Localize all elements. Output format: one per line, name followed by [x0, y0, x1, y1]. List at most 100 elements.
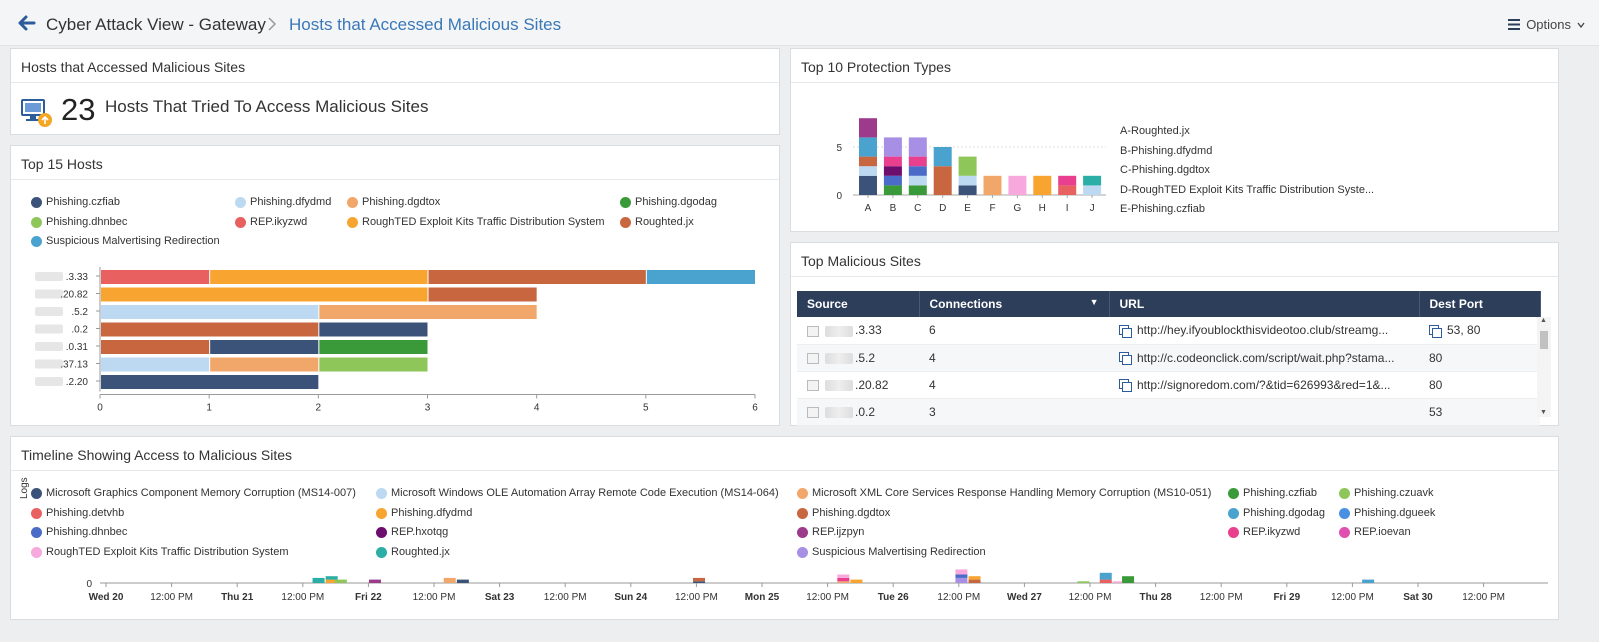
legend-item[interactable]: Roughted.jx: [620, 216, 694, 228]
timeline-bar-segment[interactable]: [850, 579, 863, 583]
bar-segment[interactable]: [319, 305, 537, 319]
url-text[interactable]: http://signoredom.com/?&tid=626993&red=1…: [1137, 377, 1391, 392]
timeline-bar-segment[interactable]: [955, 574, 968, 578]
legend-item[interactable]: Phishing.dfydmd: [235, 196, 331, 208]
bar-segment[interactable]: [101, 357, 210, 372]
legend-item[interactable]: REP.ikyzwd: [235, 216, 307, 228]
legend-item[interactable]: Phishing.detvhb: [31, 507, 124, 519]
bar-segment[interactable]: [646, 270, 755, 284]
legend-item[interactable]: Microsoft XML Core Services Response Han…: [797, 487, 1211, 499]
legend-item[interactable]: Phishing.dgodag: [620, 196, 717, 208]
legend-item[interactable]: REP.ioevan: [1339, 526, 1411, 538]
protection-legend-item[interactable]: D-RoughTED Exploit Kits Traffic Distribu…: [1120, 183, 1375, 196]
column-segment[interactable]: [958, 185, 977, 195]
column-header-dest-port[interactable]: Dest Port: [1419, 291, 1541, 317]
timeline-bar-segment[interactable]: [1099, 579, 1112, 583]
column-segment[interactable]: [859, 118, 877, 138]
breadcrumb-cyber-attack-view[interactable]: Cyber Attack View - Gateway: [46, 15, 266, 34]
column-segment[interactable]: [933, 147, 952, 167]
legend-item[interactable]: Phishing.czfiab: [31, 196, 120, 208]
copy-icon[interactable]: [1119, 352, 1132, 366]
table-scrollbar[interactable]: ▲ ▼: [1537, 317, 1551, 417]
url-text[interactable]: http://c.codeonclick.com/script/wait.php…: [1137, 350, 1395, 365]
timeline-bar-segment[interactable]: [325, 576, 338, 580]
legend-item[interactable]: Phishing.czuavk: [1339, 487, 1434, 499]
legend-item[interactable]: REP.ikyzwd: [1228, 526, 1300, 538]
scroll-down-arrow-icon[interactable]: ▼: [1540, 409, 1547, 416]
protection-legend-item[interactable]: A-Roughted.jx: [1120, 125, 1190, 137]
url-text[interactable]: http://hey.ifyoublockthisvideotoo.club/s…: [1137, 323, 1389, 338]
column-segment[interactable]: [908, 175, 927, 186]
legend-item[interactable]: Roughted.jx: [376, 546, 450, 558]
table-row[interactable]: .0.2 3 53: [797, 398, 1540, 426]
timeline-bar-segment[interactable]: [368, 579, 381, 583]
legend-item[interactable]: Phishing.dfydmd: [376, 507, 472, 519]
table-row[interactable]: .5.2 4 http://c.codeonclick.com/script/wai…: [797, 344, 1540, 372]
protection-legend-item[interactable]: B-Phishing.dfydmd: [1120, 144, 1213, 157]
timeline-bar-segment[interactable]: [837, 574, 850, 578]
back-arrow-icon[interactable]: [16, 13, 36, 33]
column-header-url[interactable]: URL: [1109, 291, 1420, 317]
bar-segment[interactable]: [101, 270, 210, 284]
timeline-bar-segment[interactable]: [312, 577, 325, 583]
column-segment[interactable]: [908, 137, 927, 157]
url-cell[interactable]: http://hey.ifyoublockthisvideotoo.club/s…: [1109, 317, 1419, 345]
legend-item[interactable]: REP.ijzpyn: [797, 526, 864, 538]
legend-item[interactable]: Suspicious Malvertising Redirection: [797, 546, 986, 558]
legend-item[interactable]: Phishing.czfiab: [1228, 487, 1317, 499]
protection-legend-item[interactable]: E-Phishing.czfiab: [1120, 203, 1205, 215]
timeline-bar-segment[interactable]: [955, 569, 968, 575]
column-header-connections[interactable]: Connections ▼: [919, 291, 1110, 317]
bar-segment[interactable]: [210, 357, 319, 372]
bar-segment[interactable]: [210, 270, 428, 284]
column-segment[interactable]: [908, 185, 927, 195]
legend-item[interactable]: Phishing.dhnbec: [31, 216, 127, 228]
timeline-bar-segment[interactable]: [955, 577, 968, 583]
column-segment[interactable]: [859, 137, 877, 157]
legend-item[interactable]: RoughTED Exploit Kits Traffic Distributi…: [31, 546, 289, 558]
url-cell[interactable]: http://c.codeonclick.com/script/wait.php…: [1109, 344, 1419, 372]
legend-item[interactable]: Phishing.dgueek: [1339, 507, 1435, 519]
bar-segment[interactable]: [319, 357, 428, 372]
bar-segment[interactable]: [101, 305, 319, 319]
bar-segment[interactable]: [101, 340, 210, 354]
protection-legend-item[interactable]: C-Phishing.dgdtox: [1120, 164, 1210, 176]
column-segment[interactable]: [958, 156, 977, 176]
legend-item[interactable]: Phishing.dgdtox: [797, 507, 890, 519]
timeline-bar-segment[interactable]: [443, 577, 456, 583]
timeline-bar-segment[interactable]: [1099, 572, 1112, 580]
url-cell[interactable]: http://signoredom.com/?&tid=626993&red=1…: [1109, 371, 1419, 399]
copy-icon[interactable]: [1119, 379, 1132, 393]
legend-item[interactable]: Phishing.dgdtox: [347, 196, 440, 208]
timeline-bar-segment[interactable]: [1112, 581, 1125, 583]
legend-item[interactable]: Phishing.dgodag: [1228, 507, 1325, 519]
timeline-bar-segment[interactable]: [1122, 576, 1135, 583]
column-segment[interactable]: [1033, 175, 1052, 195]
timeline-bar-segment[interactable]: [325, 579, 338, 583]
column-segment[interactable]: [1008, 175, 1027, 195]
bar-segment[interactable]: [428, 287, 537, 302]
legend-item[interactable]: Phishing.dhnbec: [31, 526, 127, 538]
column-segment[interactable]: [983, 175, 1002, 195]
column-segment[interactable]: [883, 175, 902, 186]
column-segment[interactable]: [859, 166, 877, 176]
column-segment[interactable]: [1083, 175, 1102, 186]
timeline-bar-segment[interactable]: [968, 579, 981, 583]
legend-item[interactable]: Microsoft Windows OLE Automation Array R…: [376, 487, 779, 499]
column-segment[interactable]: [933, 166, 952, 195]
bar-segment[interactable]: [101, 287, 428, 302]
column-segment[interactable]: [883, 137, 902, 157]
timeline-bar-segment[interactable]: [1362, 579, 1375, 583]
scroll-thumb[interactable]: [1540, 331, 1548, 349]
column-segment[interactable]: [958, 175, 977, 186]
bar-segment[interactable]: [319, 340, 428, 354]
timeline-bar-segment[interactable]: [456, 579, 469, 583]
timeline-bar-segment[interactable]: [837, 577, 850, 582]
timeline-bar-segment[interactable]: [334, 579, 347, 583]
timeline-bar-segment[interactable]: [693, 577, 706, 582]
timeline-bar-segment[interactable]: [837, 581, 850, 583]
legend-item[interactable]: Microsoft Graphics Component Memory Corr…: [31, 487, 356, 499]
column-segment[interactable]: [908, 156, 927, 167]
bar-segment[interactable]: [428, 270, 646, 284]
bar-segment[interactable]: [101, 375, 319, 389]
